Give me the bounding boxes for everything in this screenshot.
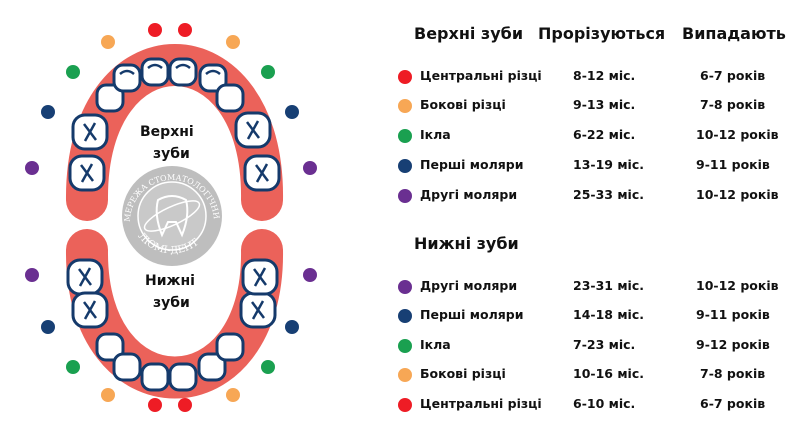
row-fall: 10-12 років [696,278,779,293]
molar-cross [83,300,97,320]
tooth [140,362,170,392]
tooth [168,57,198,87]
color-dot-canine [398,129,412,143]
incisor-edge [147,63,163,69]
fall-column-header: Випадають [682,24,786,43]
tooth [197,352,227,382]
color-dot-canine [261,360,275,374]
row-erupt: 6-22 міс. [573,127,636,142]
color-dot-lateral [101,388,115,402]
color-dot-second_molar [398,189,412,203]
row-name: Бокові різці [420,97,506,112]
row-name: Центральні різці [420,68,542,83]
row-erupt: 14-18 міс. [573,307,644,322]
row-name: Ікла [420,127,451,142]
color-dot-central [148,23,162,37]
tooth [140,57,170,87]
molar-cross [78,267,92,287]
color-dot-lateral [398,368,412,382]
tooth [215,332,245,362]
incisor-edge [205,69,221,75]
incisor-edge [175,63,191,69]
row-fall: 9-11 років [696,307,770,322]
color-dot-first_molar [285,105,299,119]
lower-label-line2: зуби [153,295,190,311]
incisor-edge [119,69,135,75]
color-dot-first_molar [41,105,55,119]
molar-cross [83,122,97,142]
row-fall: 6-7 років [700,68,766,83]
row-name: Другі моляри [420,278,518,293]
color-dot-first_molar [285,320,299,334]
row-erupt: 23-31 міс. [573,278,644,293]
row-fall: 10-12 років [696,187,779,202]
color-dot-central [178,23,192,37]
row-name: Центральні різці [420,396,542,411]
tooth [112,352,142,382]
color-dot-second_molar [398,280,412,294]
lower-label-line1: Нижні [145,273,195,289]
color-dot-first_molar [398,309,412,323]
tooth [95,332,125,362]
tooth [112,63,142,93]
color-dot-lateral [226,388,240,402]
color-dot-canine [66,360,80,374]
color-dot-central [398,70,412,84]
row-erupt: 10-16 міс. [573,366,644,381]
row-erupt: 6-10 міс. [573,396,636,411]
row-fall: 7-8 років [700,366,766,381]
color-dot-lateral [226,35,240,49]
row-fall: 10-12 років [696,127,779,142]
color-dot-canine [66,65,80,79]
row-fall: 7-8 років [700,97,766,112]
row-name: Перші моляри [420,307,524,322]
color-dot-central [398,398,412,412]
row-erupt: 9-13 міс. [573,97,636,112]
erupt-column-header: Прорізуються [538,24,666,43]
color-dot-canine [261,65,275,79]
molar-cross [251,300,265,320]
row-name: Ікла [420,337,451,352]
tooth [168,362,198,392]
color-dot-central [148,398,162,412]
upper-label-line2: зуби [153,146,190,162]
tooth [215,83,245,113]
tooth-logo-icon [155,195,189,238]
row-erupt: 7-23 міс. [573,337,636,352]
molar-cross [246,120,260,140]
orbit-icon [143,200,201,232]
color-dot-second_molar [25,161,39,175]
row-name: Бокові різці [420,366,506,381]
color-dot-lateral [398,99,412,113]
upper-label-line1: Верхні [140,124,194,140]
color-dot-first_molar [398,159,412,173]
row-fall: 9-12 років [696,337,770,352]
color-dot-central [178,398,192,412]
row-name: Перші моляри [420,157,524,172]
lower-teeth-header: Нижні зуби [414,234,519,253]
row-erupt: 25-33 міс. [573,187,644,202]
color-dot-lateral [101,35,115,49]
molar-cross [253,267,267,287]
row-erupt: 8-12 міс. [573,68,636,83]
tooth [198,63,228,93]
color-dot-second_molar [303,161,317,175]
row-erupt: 13-19 міс. [573,157,644,172]
row-fall: 9-11 років [696,157,770,172]
upper-label: Верхні [140,124,194,140]
logo-inner [137,181,207,251]
color-dot-second_molar [303,268,317,282]
row-fall: 6-7 років [700,396,766,411]
color-dot-first_molar [41,320,55,334]
molar-cross [80,163,94,183]
color-dot-canine [398,339,412,353]
molar-cross [255,163,269,183]
tooth [95,83,125,113]
color-dot-second_molar [25,268,39,282]
upper-teeth-header: Верхні зуби [414,24,524,43]
row-name: Другі моляри [420,187,518,202]
